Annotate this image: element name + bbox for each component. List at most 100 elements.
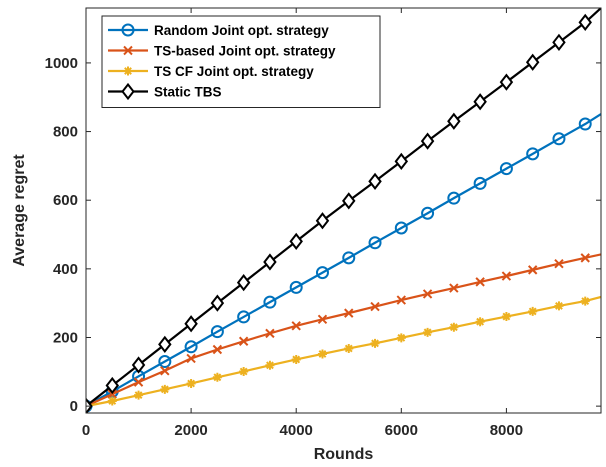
series-2-point	[265, 328, 275, 339]
series-3-point	[528, 306, 538, 316]
series-4-point	[105, 376, 120, 395]
series-4-point	[552, 33, 566, 51]
series-4-point	[499, 73, 514, 91]
x-tick-label: 4000	[280, 422, 313, 439]
series-1-point	[237, 310, 251, 324]
series-3-point	[344, 343, 354, 353]
series-4-point	[525, 53, 540, 71]
series-1-point	[158, 355, 172, 369]
series-1-point	[394, 221, 408, 235]
series-4-point	[263, 253, 277, 271]
axes: 0 2000 4000 6000 8000 0 200 400 600 800 1000	[45, 7, 602, 439]
series-4-point	[131, 356, 146, 374]
series-2-point	[317, 314, 328, 325]
series-4-point	[342, 192, 356, 210]
legend-entry-4: Static TBS	[108, 82, 222, 101]
series-1-point	[368, 236, 382, 250]
series-2-point	[475, 277, 485, 287]
series-1-point	[578, 117, 592, 131]
series-3-point	[291, 354, 301, 364]
x-tick-label: 8000	[490, 422, 523, 439]
series-2-point	[396, 295, 407, 305]
series-1-point	[473, 176, 487, 190]
series-2-point	[501, 271, 512, 281]
series-1-point	[342, 251, 356, 265]
legend-label: TS CF Joint opt. strategy	[154, 64, 314, 79]
series-4-point	[578, 13, 592, 32]
series-line-2	[86, 253, 601, 408]
legend-marker	[123, 66, 133, 76]
series-4-point	[473, 93, 487, 111]
series-3-point	[212, 372, 222, 382]
series-1-point	[289, 280, 303, 294]
series-1-point	[499, 162, 513, 176]
series-1	[86, 113, 601, 413]
series-3-point	[265, 360, 275, 370]
series-3-point	[160, 384, 170, 394]
series-4-point	[289, 232, 303, 251]
x-tick-label: 6000	[385, 422, 418, 439]
x-axis-title: Rounds	[314, 446, 374, 463]
series-4	[86, 8, 601, 413]
series-2-point	[580, 253, 590, 263]
series-3-point	[186, 378, 196, 388]
series-4-point	[210, 294, 225, 312]
series-2-point	[527, 265, 538, 275]
series-2-point	[554, 258, 564, 269]
series-4-point	[315, 212, 330, 230]
axes-box	[85, 7, 602, 414]
series-3-point	[107, 396, 117, 406]
legend-marker	[121, 82, 135, 101]
series-2-point	[160, 366, 170, 376]
series-4-point	[158, 335, 172, 353]
y-tick-label: 1000	[45, 55, 78, 72]
series-2-point	[449, 283, 459, 293]
series-2-point	[186, 353, 196, 364]
series-1-point	[526, 147, 540, 161]
legend-label: Random Joint opt. strategy	[154, 23, 329, 38]
series-2-point	[212, 344, 223, 355]
legend-entry-3: TS CF Joint opt. strategy	[108, 64, 314, 79]
legend-entry-1: Random Joint opt. strategy	[108, 23, 329, 38]
legend-entry-2: TS-based Joint opt. strategy	[108, 44, 336, 59]
series-3-point	[580, 296, 590, 306]
series-1-point	[263, 295, 277, 309]
plot-area	[86, 8, 601, 413]
series-2-point	[344, 308, 354, 318]
series-1-point	[315, 266, 329, 280]
series-2-point	[422, 289, 433, 299]
series-3	[86, 295, 601, 411]
series-3-point	[449, 322, 459, 332]
legend: Random Joint opt. strategy TS-based Joint…	[101, 15, 381, 108]
series-4-point	[420, 132, 435, 150]
x-tick-label: 0	[82, 422, 90, 439]
series-3-point	[396, 333, 406, 343]
x-tick-label: 2000	[174, 422, 207, 439]
series-4-point	[184, 315, 198, 333]
series-1-point	[184, 340, 198, 354]
series-1-point	[447, 191, 461, 205]
y-axis-title: Average regret	[11, 154, 28, 267]
series-2-point	[370, 301, 380, 312]
legend-label: Static TBS	[154, 85, 222, 100]
series-3-point	[370, 338, 380, 348]
series-1-point	[421, 206, 435, 220]
series-2	[86, 253, 601, 411]
legend-marker	[123, 45, 133, 56]
series-line-1	[86, 113, 601, 408]
series-4-point	[447, 112, 461, 130]
series-1-point	[552, 132, 566, 146]
series-4-point	[394, 152, 409, 171]
legend-box	[101, 15, 381, 108]
series-2-point	[133, 377, 144, 387]
series-3-point	[554, 301, 564, 311]
series-3-point	[239, 366, 249, 376]
series-3-point	[134, 390, 144, 400]
y-tick-label: 600	[53, 192, 78, 209]
series-4-point	[236, 273, 251, 292]
series-3-point	[317, 349, 327, 359]
series-2-point	[291, 321, 301, 331]
y-tick-label: 800	[53, 124, 78, 141]
y-tick-label: 0	[70, 398, 78, 415]
